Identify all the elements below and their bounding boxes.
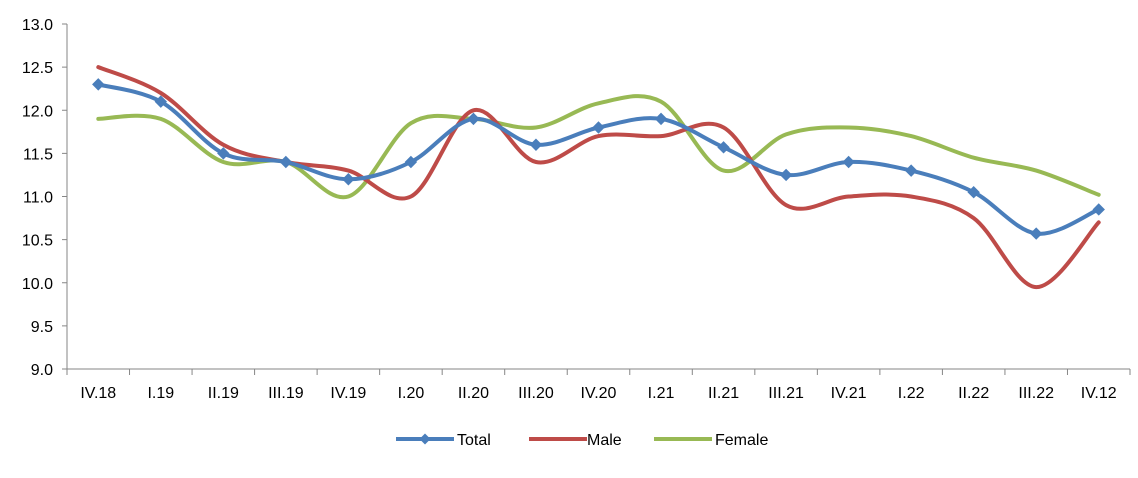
y-tick-label: 11.5 bbox=[23, 146, 53, 163]
legend-label: Female bbox=[715, 432, 768, 449]
data-point-total bbox=[217, 147, 230, 160]
data-point-total bbox=[154, 95, 168, 108]
y-tick-label: 12.5 bbox=[22, 60, 53, 77]
legend-label: Total bbox=[457, 432, 491, 449]
x-tick-label: III.19 bbox=[268, 385, 304, 402]
x-tick-label: III.21 bbox=[768, 385, 804, 402]
x-tick-label: IV.12 bbox=[1081, 385, 1117, 402]
data-point-total bbox=[1029, 227, 1043, 240]
y-tick-label: 9.0 bbox=[31, 362, 53, 379]
series-line-total bbox=[96, 82, 1101, 236]
series-markers bbox=[92, 78, 1105, 240]
x-tick-label: II.20 bbox=[458, 385, 489, 402]
y-tick-label: 10.5 bbox=[22, 233, 53, 250]
x-axis-tick-labels: IV.18 I.19 II.19 III.19 IV.19 I.20 II.20 III.20… bbox=[80, 385, 1116, 402]
series-line-male bbox=[96, 65, 1101, 290]
y-tick-label: 12.0 bbox=[22, 103, 53, 120]
x-tick-label: I.19 bbox=[147, 385, 174, 402]
data-point-total bbox=[1092, 203, 1105, 216]
y-tick-label: 11.0 bbox=[23, 190, 53, 207]
legend-marker bbox=[419, 433, 431, 445]
data-point-total bbox=[279, 155, 293, 169]
data-point-total bbox=[404, 155, 418, 169]
x-tick-label: III.20 bbox=[518, 385, 554, 402]
x-tick-label: I.22 bbox=[898, 385, 925, 402]
legend-item-female: Female bbox=[654, 432, 768, 449]
x-tick-label: I.20 bbox=[398, 385, 425, 402]
x-tick-label: II.19 bbox=[208, 385, 239, 402]
data-point-total bbox=[342, 173, 355, 186]
x-tick-label: IV.19 bbox=[330, 385, 366, 402]
data-point-total bbox=[842, 155, 855, 169]
x-tick-label: II.22 bbox=[958, 385, 989, 402]
data-point-total bbox=[967, 185, 980, 199]
x-tick-label: IV.21 bbox=[831, 385, 867, 402]
data-point-total bbox=[92, 78, 105, 91]
data-point-total bbox=[467, 112, 480, 126]
y-axis-tick-labels: 9.0 9.5 10.0 10.5 11.0 11.5 12.0 12.5 13.0 bbox=[22, 17, 53, 379]
legend-item-male: Male bbox=[529, 432, 622, 449]
x-tick-label: I.21 bbox=[648, 385, 675, 402]
data-point-total bbox=[779, 168, 793, 182]
x-tick-label: IV.20 bbox=[581, 385, 617, 402]
data-point-total bbox=[654, 112, 668, 126]
series-lines bbox=[96, 65, 1101, 290]
chart-axes bbox=[62, 23, 1131, 375]
legend: Total Male Female bbox=[396, 432, 768, 449]
x-tick-label: III.22 bbox=[1018, 385, 1054, 402]
y-tick-label: 10.0 bbox=[22, 276, 53, 293]
data-point-total bbox=[529, 138, 543, 151]
data-point-total bbox=[592, 121, 605, 134]
data-point-total bbox=[717, 141, 730, 154]
data-point-total bbox=[904, 164, 918, 177]
x-tick-label: II.21 bbox=[708, 385, 739, 402]
y-tick-label: 13.0 bbox=[22, 17, 53, 34]
legend-item-total: Total bbox=[396, 432, 491, 449]
x-tick-label: IV.18 bbox=[80, 385, 116, 402]
legend-label: Male bbox=[587, 432, 622, 449]
y-tick-label: 9.5 bbox=[31, 319, 53, 336]
